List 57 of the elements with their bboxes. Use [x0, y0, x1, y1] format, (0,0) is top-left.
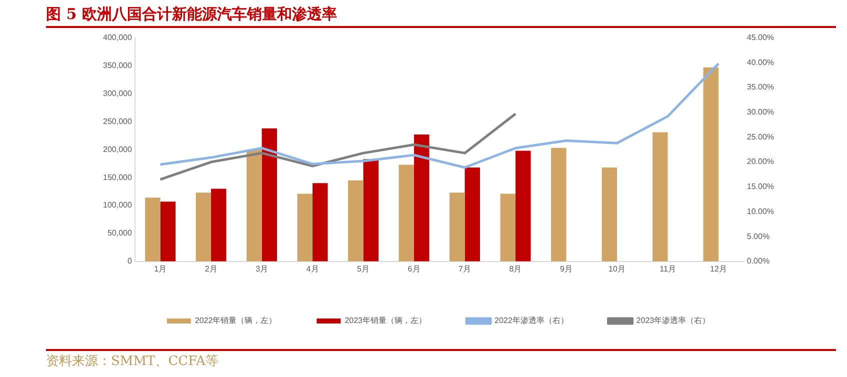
legend-label: 2023年销量（辆，左） [344, 316, 426, 326]
y-tick-label: 100,000 [102, 200, 132, 210]
x-tick-label: 2月 [204, 264, 218, 274]
bar [516, 150, 531, 262]
bar [348, 180, 364, 262]
bar [464, 167, 480, 262]
x-tick-label: 11月 [660, 264, 676, 274]
bar [551, 148, 566, 262]
y2-tick-label: 30.00% [746, 108, 774, 117]
y2-tick-label: 10.00% [746, 206, 774, 216]
bar [602, 167, 618, 262]
y-tick-label: 50,000 [107, 228, 132, 238]
x-tick-label: 5月 [357, 264, 370, 274]
legend-label: 2022年渗透率（右） [494, 316, 568, 326]
x-tick-label: 3月 [256, 264, 268, 274]
x-tick-label: 4月 [306, 264, 319, 274]
bar [145, 198, 160, 262]
y2-tick-label: 45.00% [746, 33, 774, 42]
y-tick-label: 350,000 [102, 60, 132, 70]
bar [312, 183, 328, 262]
bar [196, 192, 212, 262]
bar [703, 67, 718, 262]
y2-tick-label: 20.00% [746, 157, 774, 166]
y-tick-label: 300,000 [102, 88, 132, 98]
x-tick-label: 10月 [608, 264, 626, 274]
y2-tick-label: 35.00% [746, 82, 774, 92]
bar [246, 150, 262, 262]
bar [652, 132, 668, 262]
legend-label: 2023年渗透率（右） [636, 316, 710, 326]
text: 资料来源：SMMT、CCFA等 [46, 349, 836, 373]
x-tick-label: 6月 [408, 264, 420, 274]
bar [160, 202, 176, 262]
bar [398, 164, 414, 262]
x-tick-label: 1月 [154, 264, 167, 274]
chart-title: 图 5 欧洲八国合计新能源汽车销量和渗透率 [46, 2, 836, 28]
bar [211, 188, 226, 262]
y-tick-label: 400,000 [102, 33, 132, 42]
bar [414, 134, 430, 262]
y2-tick-label: 15.00% [746, 182, 774, 192]
bar [262, 128, 278, 262]
bar [500, 194, 516, 262]
bar [363, 159, 378, 262]
y2-tick-label: 5.00% [746, 232, 770, 241]
legend-label: 2022年销量（辆，左） [194, 316, 277, 326]
y2-tick-label: 40.00% [746, 58, 774, 67]
y2-tick-label: 25.00% [746, 132, 774, 142]
y2-tick-label: 0.00% [746, 256, 770, 266]
y-tick-label: 0 [127, 256, 132, 266]
x-tick-label: 12月 [710, 264, 727, 274]
y-tick-label: 200,000 [102, 144, 132, 154]
y-tick-label: 250,000 [102, 116, 132, 126]
x-tick-label: 7月 [458, 264, 471, 274]
y-tick-label: 150,000 [102, 172, 132, 182]
bar [450, 192, 465, 262]
x-tick-label: 8月 [509, 264, 522, 274]
bar [297, 194, 313, 262]
x-tick-label: 9月 [560, 264, 572, 274]
